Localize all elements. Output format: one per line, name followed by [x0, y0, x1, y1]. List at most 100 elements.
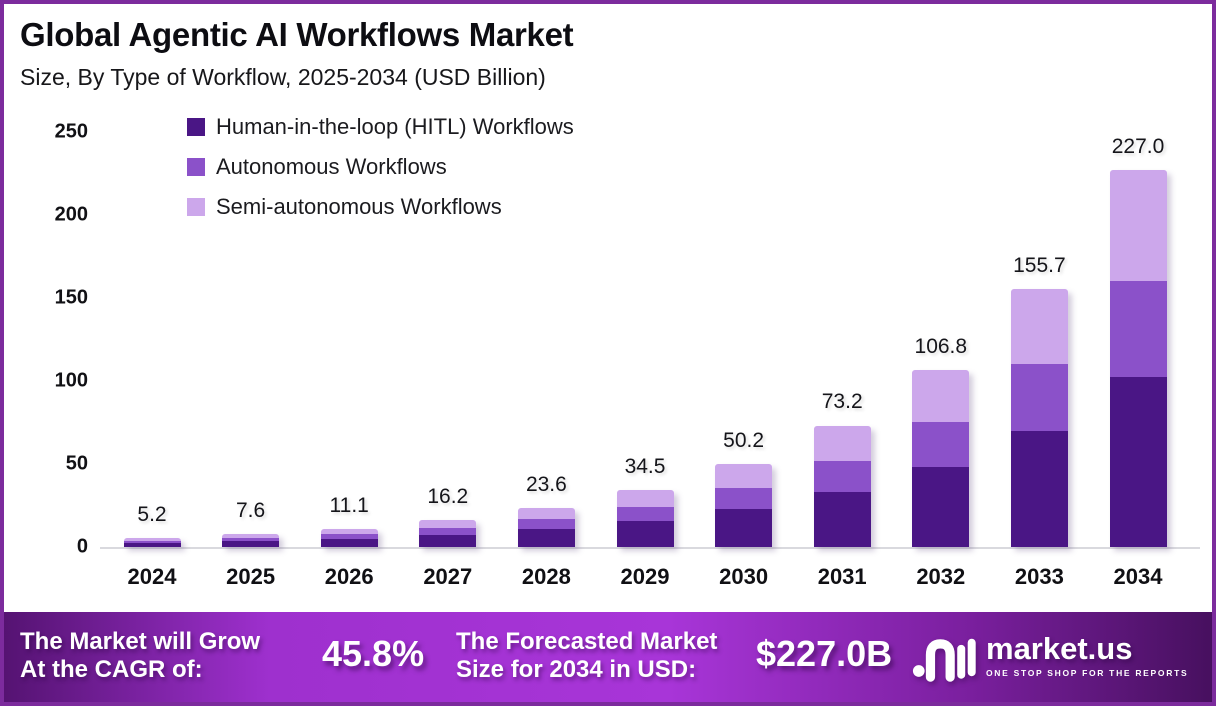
page-subtitle: Size, By Type of Workflow, 2025-2034 (US…	[20, 64, 546, 90]
bar-total-label-2029: 34.5	[624, 454, 666, 478]
bar-segment-autonomous-workflows	[616, 506, 674, 522]
bar-total-label-2028: 23.6	[525, 472, 567, 496]
bar-2029	[616, 489, 674, 547]
bar-segment-autonomous-workflows	[419, 527, 477, 535]
brand-name: market.us	[986, 630, 1133, 666]
bar-segment-semi-autonomous-workflows	[616, 489, 674, 507]
x-axis-label-2033: 2033	[1014, 564, 1064, 589]
bar-total-label-2026: 11.1	[329, 493, 369, 517]
marketus-logo-icon	[912, 638, 976, 682]
bar-segment-human-in-the-loop-hitl-workflows	[715, 509, 773, 547]
bar-2025	[222, 534, 280, 547]
x-axis-line	[100, 547, 1200, 549]
bar-segment-autonomous-workflows	[222, 538, 280, 542]
bar-total-label-2032: 106.8	[914, 334, 968, 358]
bar-segment-semi-autonomous-workflows	[1010, 288, 1068, 365]
x-axis-label-2027: 2027	[423, 564, 473, 589]
bar-total-label-2034: 227.0	[1111, 135, 1165, 159]
bar-segment-human-in-the-loop-hitl-workflows	[813, 492, 871, 547]
forecast-label-line1: The Forecasted Market	[456, 628, 718, 655]
stacked-bar-chart: 250 200 150 100 50 0 5.2 2024 7.6 2025 11.1 2026 16.…	[55, 121, 1200, 589]
bar-segment-semi-autonomous-workflows	[813, 425, 871, 462]
bar-2034	[1109, 170, 1167, 547]
bar-2031	[813, 425, 871, 547]
bar-total-label-2024: 5.2	[137, 503, 167, 527]
x-axis-label-2034: 2034	[1113, 564, 1163, 589]
forecast-label-line2: Size for 2034 in USD:	[456, 656, 697, 683]
page-title: Global Agentic AI Workflows Market	[20, 16, 574, 53]
y-axis-tick-label: 150	[54, 286, 88, 309]
bar-2033	[1010, 288, 1068, 547]
bar-segment-semi-autonomous-workflows	[715, 463, 773, 489]
bar-total-label-2025: 7.6	[235, 499, 266, 523]
bar-2028	[517, 507, 575, 547]
bar-segment-human-in-the-loop-hitl-workflows	[1109, 377, 1167, 547]
bar-segment-semi-autonomous-workflows	[1109, 170, 1167, 281]
bar-total-label-2027: 16.2	[427, 485, 469, 509]
bar-segment-human-in-the-loop-hitl-workflows	[222, 541, 280, 547]
legend-swatch-icon	[187, 118, 205, 136]
y-axis-tick-label: 250	[54, 120, 88, 143]
cagr-label: The Market will Grow At the CAGR of:	[20, 628, 260, 684]
legend-swatch-icon	[187, 198, 205, 216]
bar-segment-human-in-the-loop-hitl-workflows	[320, 538, 378, 547]
brand-text: market.us ONE STOP SHOP FOR THE REPORTS	[986, 630, 1189, 678]
x-axis-label-2028: 2028	[521, 564, 571, 589]
y-axis-tick-label: 0	[76, 535, 88, 558]
bar-total-label-2031: 73.2	[821, 390, 863, 414]
forecast-value: $227.0B	[756, 633, 893, 674]
bar-2027	[419, 520, 477, 547]
bar-segment-human-in-the-loop-hitl-workflows	[123, 543, 181, 547]
bar-segment-autonomous-workflows	[1010, 364, 1068, 431]
bar-segment-human-in-the-loop-hitl-workflows	[912, 467, 970, 547]
bar-segment-human-in-the-loop-hitl-workflows	[616, 521, 674, 547]
y-axis-tick-label: 50	[65, 452, 88, 475]
bar-segment-autonomous-workflows	[1109, 280, 1167, 378]
x-axis-label-2025: 2025	[226, 564, 276, 589]
bar-segment-autonomous-workflows	[320, 533, 378, 539]
y-axis-tick-label: 100	[54, 369, 88, 392]
cagr-value: 45.8%	[322, 633, 425, 674]
bar-segment-semi-autonomous-workflows	[419, 520, 477, 528]
bar-total-label-2033: 155.7	[1013, 253, 1066, 277]
legend-item-human-in-the-loop-hitl-workflows: Human-in-the-loop (HITL) Workflows	[187, 114, 574, 140]
bar-2024	[123, 538, 181, 547]
bar-segment-autonomous-workflows	[715, 488, 773, 510]
legend-item-semi-autonomous-workflows: Semi-autonomous Workflows	[187, 194, 574, 220]
bar-segment-autonomous-workflows	[123, 541, 181, 544]
bar-2032	[912, 369, 970, 547]
legend-item-autonomous-workflows: Autonomous Workflows	[187, 154, 574, 180]
bar-segment-human-in-the-loop-hitl-workflows	[1010, 430, 1068, 547]
legend-label: Human-in-the-loop (HITL) Workflows	[216, 114, 574, 139]
brand-tagline: ONE STOP SHOP FOR THE REPORTS	[986, 667, 1189, 678]
bar-2026	[320, 528, 378, 547]
bar-segment-semi-autonomous-workflows	[517, 507, 575, 520]
bar-segment-semi-autonomous-workflows	[912, 369, 970, 422]
cagr-label-line1: The Market will Grow	[20, 628, 261, 655]
bar-segment-semi-autonomous-workflows	[222, 534, 280, 539]
bar-2030	[715, 463, 773, 547]
bar-segment-human-in-the-loop-hitl-workflows	[517, 529, 575, 547]
bar-segment-semi-autonomous-workflows	[320, 528, 378, 534]
cagr-label-line2: At the CAGR of:	[20, 656, 203, 683]
legend-swatch-icon	[187, 158, 205, 176]
footer-banner: The Market will Grow At the CAGR of: 45.…	[4, 612, 1212, 702]
forecast-label: The Forecasted Market Size for 2034 in U…	[456, 628, 717, 684]
x-axis-label-2024: 2024	[127, 564, 177, 589]
x-axis-label-2026: 2026	[324, 564, 374, 589]
bar-segment-autonomous-workflows	[517, 519, 575, 530]
legend-label: Semi-autonomous Workflows	[216, 194, 502, 219]
bar-segment-human-in-the-loop-hitl-workflows	[419, 534, 477, 547]
bar-segment-autonomous-workflows	[813, 461, 871, 493]
brand-logo: market.us ONE STOP SHOP FOR THE REPORTS	[912, 625, 1188, 685]
bar-segment-semi-autonomous-workflows	[123, 538, 181, 542]
x-axis-label-2029: 2029	[620, 564, 670, 589]
bar-segment-autonomous-workflows	[912, 421, 970, 468]
x-axis-label-2031: 2031	[817, 564, 867, 589]
y-axis-tick-label: 200	[54, 203, 88, 226]
legend-label: Autonomous Workflows	[216, 154, 447, 179]
x-axis-label-2030: 2030	[719, 564, 769, 589]
x-axis-label-2032: 2032	[916, 564, 966, 589]
bar-total-label-2030: 50.2	[723, 428, 765, 452]
